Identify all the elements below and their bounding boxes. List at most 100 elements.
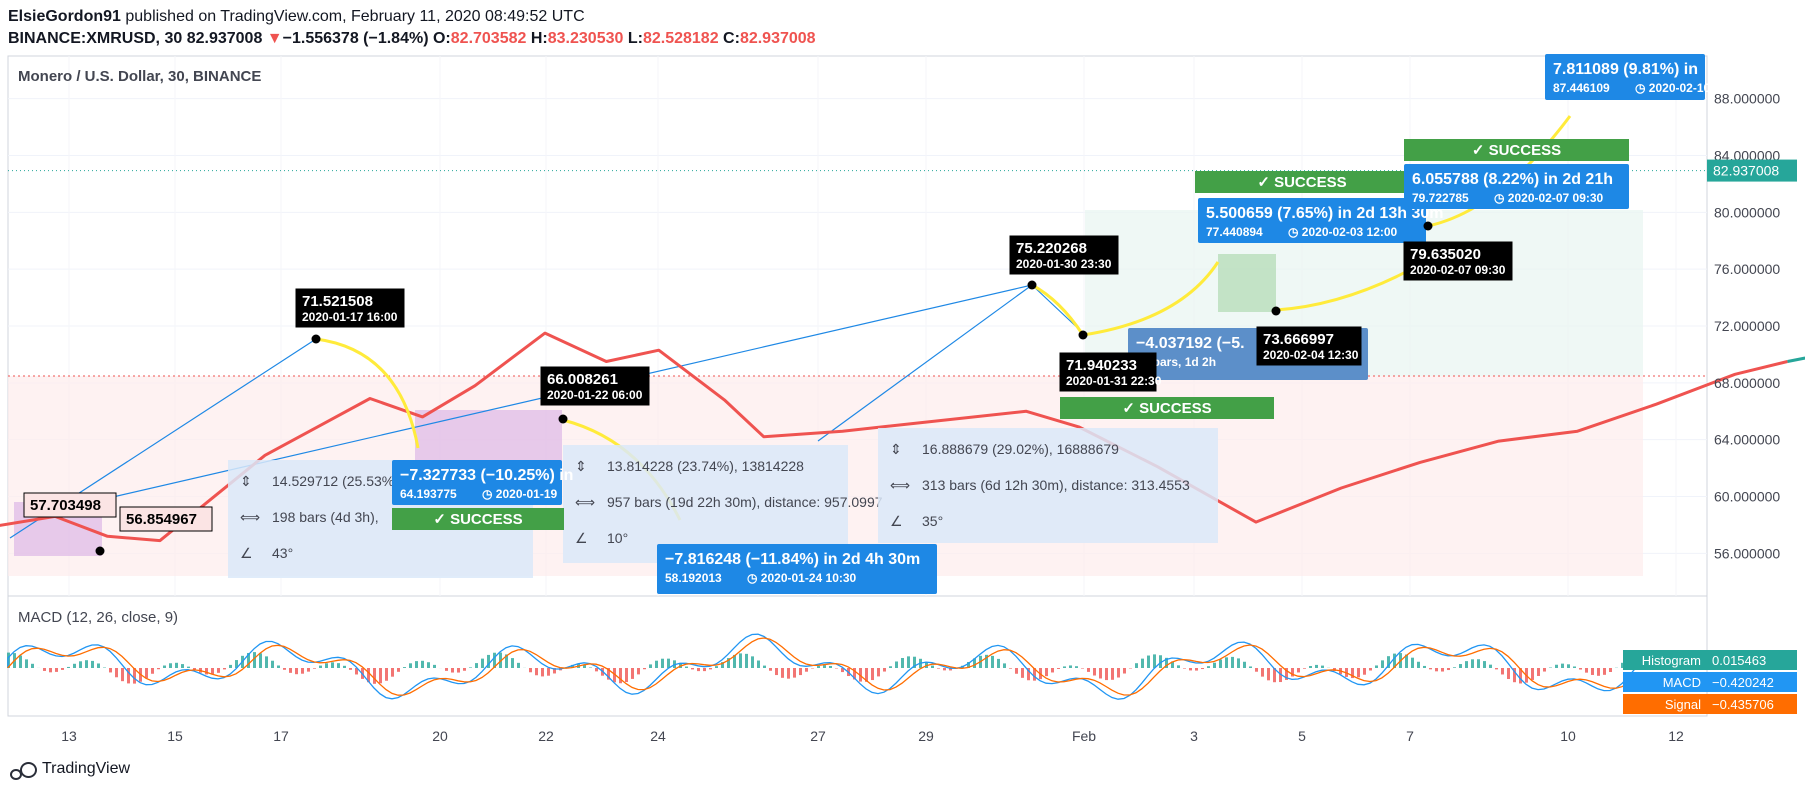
trend-line: [817, 284, 1033, 442]
macd-histogram-bar: [1543, 668, 1546, 672]
pivot-label[interactable]: [1009, 235, 1119, 275]
macd-pane: Histogram 0.015463 MACD −0.420242 Signal −0.4…: [7, 633, 1797, 714]
macd-legend-value: 0.015463: [1712, 653, 1766, 668]
y-tick-label: 56.000000: [1714, 545, 1780, 561]
footer[interactable]: TradingView: [8, 760, 130, 780]
move-label[interactable]: [392, 460, 562, 505]
macd-histogram-bar: [1075, 666, 1078, 668]
macd-histogram-bar: [1603, 668, 1606, 675]
macd-histogram-bar: [307, 668, 310, 672]
change-arrow-icon: ▼: [266, 30, 283, 47]
macd-histogram-bar: [1273, 668, 1276, 683]
macd-histogram-bar: [259, 653, 262, 668]
macd-histogram-bar: [1255, 668, 1258, 672]
measure-tools[interactable]: ⇕ 14.529712 (25.53% ⟺ 198 bars (4d 3h), ∠ 43°…: [228, 428, 1218, 578]
macd-histogram-bar: [43, 668, 46, 671]
move-labels[interactable]: −7.327733 (−10.25%) in 64.193775 ◷ 2020-01…: [392, 54, 1711, 594]
pivot-label[interactable]: [1059, 352, 1157, 392]
move-label[interactable]: [1198, 198, 1426, 243]
macd-histogram-bar: [1153, 654, 1156, 668]
time-axis[interactable]: 13 15 17 20 22 24 27 29 Feb 3 5 7 10 12: [61, 728, 1684, 744]
macd-histogram-bar: [1279, 668, 1282, 683]
macd-histogram-bar: [853, 668, 856, 680]
macd-histogram-bar: [997, 658, 1000, 668]
macd-histogram-bar: [1225, 657, 1228, 668]
macd-histogram-bar: [1177, 665, 1180, 668]
macd-histogram-bar: [1519, 668, 1522, 684]
move-label[interactable]: [1404, 164, 1629, 209]
macd-histogram-bar: [151, 668, 154, 674]
pivot-label[interactable]: [1256, 326, 1362, 366]
pivot-label[interactable]: [119, 506, 213, 532]
pivot-value: 79.635020: [1410, 246, 1481, 263]
measure-panel[interactable]: [563, 445, 848, 563]
macd-histogram-bar: [109, 668, 112, 673]
macd-histogram-bar: [355, 668, 358, 675]
macd-histogram-bar: [1513, 668, 1516, 683]
macd-histogram-bar: [721, 662, 724, 668]
macd-histogram-bar: [1447, 668, 1450, 671]
pivot-time: 2020-02-04 12:30: [1263, 348, 1359, 362]
macd-histogram-bar: [1555, 664, 1558, 668]
macd-histogram-bar: [499, 652, 502, 668]
pivot-label[interactable]: [23, 492, 117, 518]
low-label: L:: [627, 30, 643, 47]
macd-histogram-bar: [73, 663, 76, 668]
move-label[interactable]: [1545, 54, 1705, 100]
macd-histogram-bar: [781, 668, 784, 678]
macd-histogram-bar: [1597, 668, 1600, 676]
pivot-label[interactable]: [540, 366, 650, 406]
macd-histogram-bar: [367, 668, 370, 683]
pivot-dot: [1423, 221, 1433, 231]
success-label: ✓ SUCCESS: [1472, 142, 1561, 159]
macd-histogram-bar: [229, 664, 232, 668]
y-tick-label: 60.000000: [1714, 489, 1780, 505]
macd-histogram-bar: [769, 668, 772, 671]
macd-histogram-bar: [91, 660, 94, 668]
macd-histogram-bar: [283, 668, 286, 670]
macd-histogram-bar: [931, 665, 934, 668]
change-value: −1.556378 (−1.84%): [282, 30, 429, 47]
publisher-name[interactable]: ElsieGordon91: [8, 8, 121, 25]
move-price: 77.440894: [1206, 225, 1263, 239]
macd-histogram-bar: [271, 660, 274, 668]
macd-histogram-bar: [1417, 661, 1420, 668]
macd-histogram-bar: [1561, 663, 1564, 668]
macd-histogram-bar: [991, 655, 994, 668]
macd-histogram-bar: [67, 666, 70, 668]
pivot-time: 2020-01-31 22:30: [1066, 374, 1162, 388]
y-tick-label: 68.000000: [1714, 375, 1780, 391]
measure-icon: ∠: [575, 530, 588, 546]
pivot-label[interactable]: [1403, 241, 1513, 281]
macd-histogram-bar: [877, 668, 880, 677]
pivot-value: 57.703498: [30, 497, 101, 514]
macd-histogram-bar: [1321, 665, 1324, 668]
macd-line: [7, 633, 1641, 700]
macd-histogram-bar: [757, 660, 760, 668]
macd-histogram-bar: [1213, 662, 1216, 668]
x-tick-label: 10: [1560, 728, 1576, 744]
macd-histogram-bar: [1081, 668, 1084, 669]
macd-histogram-bar: [787, 668, 790, 679]
close-label: C:: [723, 30, 740, 47]
price-axis[interactable]: 56.000000 60.000000 64.000000 68.000000 72.0…: [1714, 91, 1780, 562]
measure-icon: ⟺: [575, 494, 595, 510]
move-label[interactable]: [657, 544, 937, 594]
macd-histogram-bar: [1207, 666, 1210, 668]
macd-histogram-bar: [1309, 665, 1312, 668]
macd-histogram-bar: [691, 668, 694, 670]
move-price: 79.722785: [1412, 191, 1469, 205]
macd-histogram-bar: [433, 664, 436, 668]
macd-histogram-bar: [739, 653, 742, 668]
move-change: 5.500659 (7.65%) in 2d 13h 30m: [1206, 205, 1443, 222]
macd-histogram-bar: [535, 668, 538, 676]
macd-histogram-bar: [1531, 668, 1534, 680]
macd-histogram-bar: [697, 668, 700, 672]
measure-panel[interactable]: [878, 428, 1218, 543]
macd-histogram-bar: [1465, 661, 1468, 668]
pivot-label[interactable]: [295, 288, 405, 328]
measure-text: 313 bars (6d 12h 30m), distance: 313.455…: [922, 477, 1190, 493]
macd-histogram-bar: [1453, 667, 1456, 668]
